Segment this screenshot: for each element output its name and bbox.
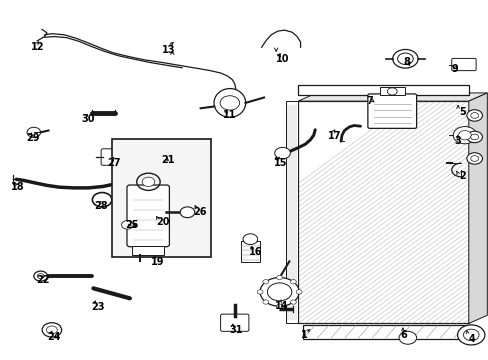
Bar bbox=[298, 101, 468, 323]
Text: 21: 21 bbox=[161, 155, 175, 165]
Circle shape bbox=[263, 280, 268, 284]
Text: 24: 24 bbox=[47, 332, 61, 342]
FancyBboxPatch shape bbox=[451, 58, 475, 71]
Circle shape bbox=[260, 278, 299, 306]
Text: 23: 23 bbox=[91, 302, 104, 312]
Ellipse shape bbox=[214, 89, 245, 117]
Bar bbox=[112, 139, 211, 257]
Text: 14: 14 bbox=[275, 301, 288, 311]
Text: 16: 16 bbox=[249, 247, 263, 257]
Text: 20: 20 bbox=[156, 217, 169, 227]
Text: 27: 27 bbox=[107, 158, 120, 168]
Circle shape bbox=[397, 53, 412, 64]
Circle shape bbox=[386, 88, 396, 95]
FancyBboxPatch shape bbox=[127, 185, 169, 247]
Circle shape bbox=[263, 300, 268, 304]
Circle shape bbox=[290, 300, 296, 304]
Text: 31: 31 bbox=[228, 325, 242, 335]
Circle shape bbox=[46, 326, 57, 334]
Text: 13: 13 bbox=[161, 45, 175, 55]
Circle shape bbox=[290, 280, 296, 284]
Text: 8: 8 bbox=[402, 57, 409, 67]
Polygon shape bbox=[468, 93, 487, 323]
Circle shape bbox=[458, 131, 470, 140]
Bar bbox=[285, 101, 298, 323]
Text: 30: 30 bbox=[81, 114, 95, 124]
Text: 1: 1 bbox=[300, 330, 306, 340]
FancyBboxPatch shape bbox=[303, 325, 468, 338]
Text: 29: 29 bbox=[26, 133, 40, 143]
Text: 11: 11 bbox=[222, 111, 236, 121]
Bar bbox=[379, 87, 404, 95]
Text: 19: 19 bbox=[151, 257, 164, 267]
Circle shape bbox=[470, 134, 478, 140]
Text: 18: 18 bbox=[10, 182, 24, 192]
Text: 2: 2 bbox=[458, 171, 465, 181]
Circle shape bbox=[457, 325, 484, 345]
Circle shape bbox=[466, 131, 482, 143]
Circle shape bbox=[466, 153, 482, 164]
Bar bbox=[132, 246, 163, 255]
Circle shape bbox=[274, 147, 290, 159]
Text: 5: 5 bbox=[458, 107, 465, 117]
Circle shape bbox=[267, 283, 291, 301]
Circle shape bbox=[42, 323, 61, 337]
Polygon shape bbox=[298, 93, 487, 101]
FancyBboxPatch shape bbox=[101, 149, 129, 165]
Text: 26: 26 bbox=[193, 207, 206, 217]
Circle shape bbox=[37, 274, 44, 279]
FancyBboxPatch shape bbox=[220, 314, 248, 331]
Circle shape bbox=[276, 304, 282, 309]
FancyBboxPatch shape bbox=[367, 94, 416, 129]
Text: 3: 3 bbox=[453, 136, 460, 145]
Circle shape bbox=[142, 177, 155, 186]
Text: 4: 4 bbox=[468, 333, 474, 343]
Text: 12: 12 bbox=[31, 42, 44, 52]
Text: 25: 25 bbox=[125, 220, 138, 230]
Circle shape bbox=[122, 221, 133, 229]
Circle shape bbox=[276, 275, 282, 280]
Bar bbox=[240, 241, 260, 262]
Circle shape bbox=[180, 207, 194, 218]
Text: 22: 22 bbox=[36, 275, 49, 285]
Text: 7: 7 bbox=[366, 96, 372, 106]
Circle shape bbox=[398, 331, 416, 344]
Circle shape bbox=[243, 234, 257, 244]
Circle shape bbox=[463, 329, 478, 341]
Circle shape bbox=[470, 113, 478, 118]
Circle shape bbox=[470, 156, 478, 161]
Circle shape bbox=[296, 290, 302, 294]
Circle shape bbox=[220, 96, 239, 110]
Text: 6: 6 bbox=[400, 330, 407, 340]
Circle shape bbox=[466, 110, 482, 121]
Text: 15: 15 bbox=[273, 158, 286, 168]
Text: 28: 28 bbox=[94, 201, 108, 211]
Circle shape bbox=[27, 127, 41, 137]
Circle shape bbox=[392, 49, 417, 68]
Circle shape bbox=[257, 290, 263, 294]
Text: 10: 10 bbox=[276, 54, 289, 64]
Circle shape bbox=[34, 271, 47, 281]
Circle shape bbox=[452, 127, 476, 144]
Text: 9: 9 bbox=[451, 64, 458, 74]
Text: 17: 17 bbox=[328, 131, 341, 141]
FancyBboxPatch shape bbox=[298, 85, 468, 95]
